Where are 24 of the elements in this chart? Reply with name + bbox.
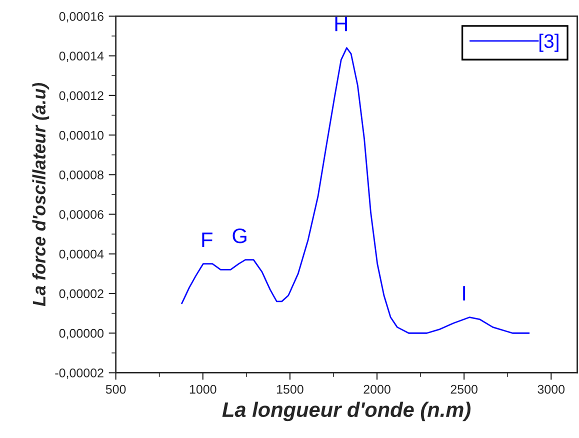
y-tick-label: 0,00010 — [59, 130, 104, 142]
y-tick-label: -0,00002 — [55, 368, 104, 379]
y-tick-label: 0,00006 — [59, 210, 104, 220]
annotation: I — [463, 286, 466, 300]
x-tick-label: 2000 — [364, 384, 390, 394]
y-tick-label: 0,00004 — [59, 250, 104, 260]
y-tick-label: 0,00002 — [59, 289, 104, 300]
annotation: G — [232, 228, 246, 244]
x-tick-label: 1500 — [276, 384, 304, 394]
x-tick-label: 500 — [106, 384, 126, 394]
legend-label: [3] — [540, 34, 558, 52]
y-tick-label: 0,00016 — [59, 12, 104, 22]
x-tick-label: 2500 — [450, 384, 478, 394]
annotation: F — [202, 232, 212, 247]
y-axis-title: La force d'oscillateur (a.u) — [32, 82, 50, 306]
y-tick-label: 0,00014 — [59, 52, 104, 62]
x-tick-label: 3000 — [538, 384, 565, 394]
y-tick-label: 0,00008 — [59, 170, 104, 181]
y-tick-label: 0,00000 — [59, 328, 104, 340]
x-tick-label: 1000 — [190, 384, 216, 394]
annotation: H — [335, 16, 347, 32]
y-tick-label: 0,00012 — [59, 91, 104, 102]
x-axis-title: La longueur d'onde (n.m) — [222, 402, 471, 422]
line-series — [181, 47, 530, 334]
